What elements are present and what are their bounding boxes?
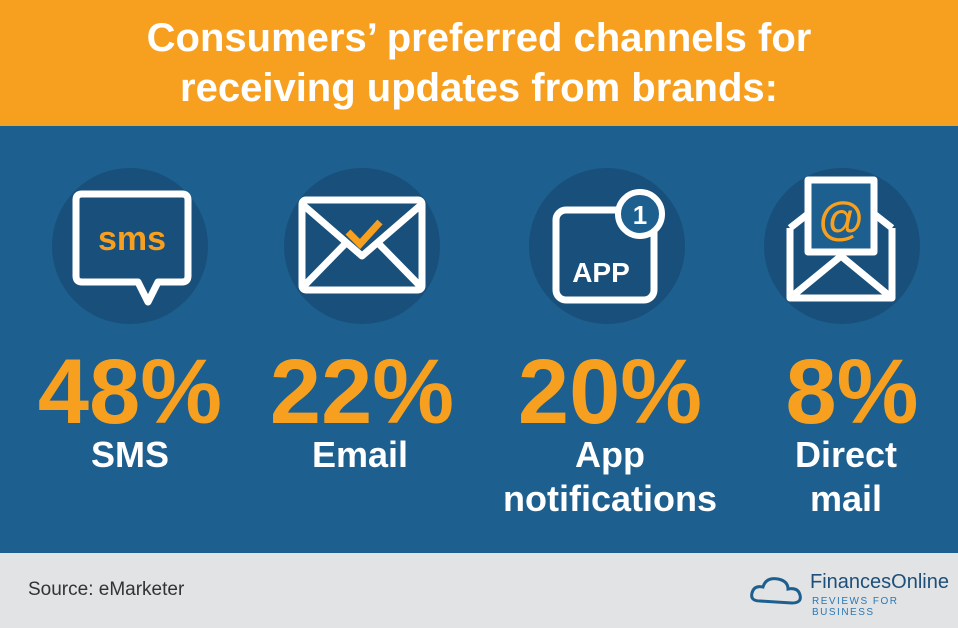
label: mail: [809, 478, 883, 519]
percent: 20%: [517, 341, 703, 443]
label: SMS: [90, 434, 169, 475]
icon-text: @: [819, 192, 864, 244]
label: Email: [311, 434, 409, 475]
badge: [615, 189, 665, 239]
percent: 22%: [269, 341, 455, 443]
title-line: Consumers’ preferred channels for: [146, 16, 812, 60]
source: Source: eMarketer: [28, 579, 185, 600]
percent: 8%: [785, 341, 919, 443]
footer: Source: eMarketer FinancesOnline REVIEWS…: [0, 553, 958, 628]
icon-text: APP: [572, 257, 630, 288]
icons: sms APP 1 @: [52, 168, 920, 324]
icon-text: sms: [98, 220, 166, 258]
label: notifications: [503, 478, 717, 519]
check: [345, 219, 383, 250]
tagline: REVIEWS FOR BUSINESS: [812, 596, 899, 618]
badge-text: 1: [633, 200, 647, 230]
icon-shapes: [72, 176, 896, 306]
title-line: receiving updates from brands:: [180, 66, 778, 110]
brand: FinancesOnline: [810, 571, 949, 593]
label: App: [575, 434, 645, 475]
label: Direct: [794, 434, 898, 475]
percent: 48%: [37, 341, 223, 443]
logo-icon: [750, 577, 802, 605]
header: Consumers’ preferred channels for receiv…: [0, 0, 958, 126]
